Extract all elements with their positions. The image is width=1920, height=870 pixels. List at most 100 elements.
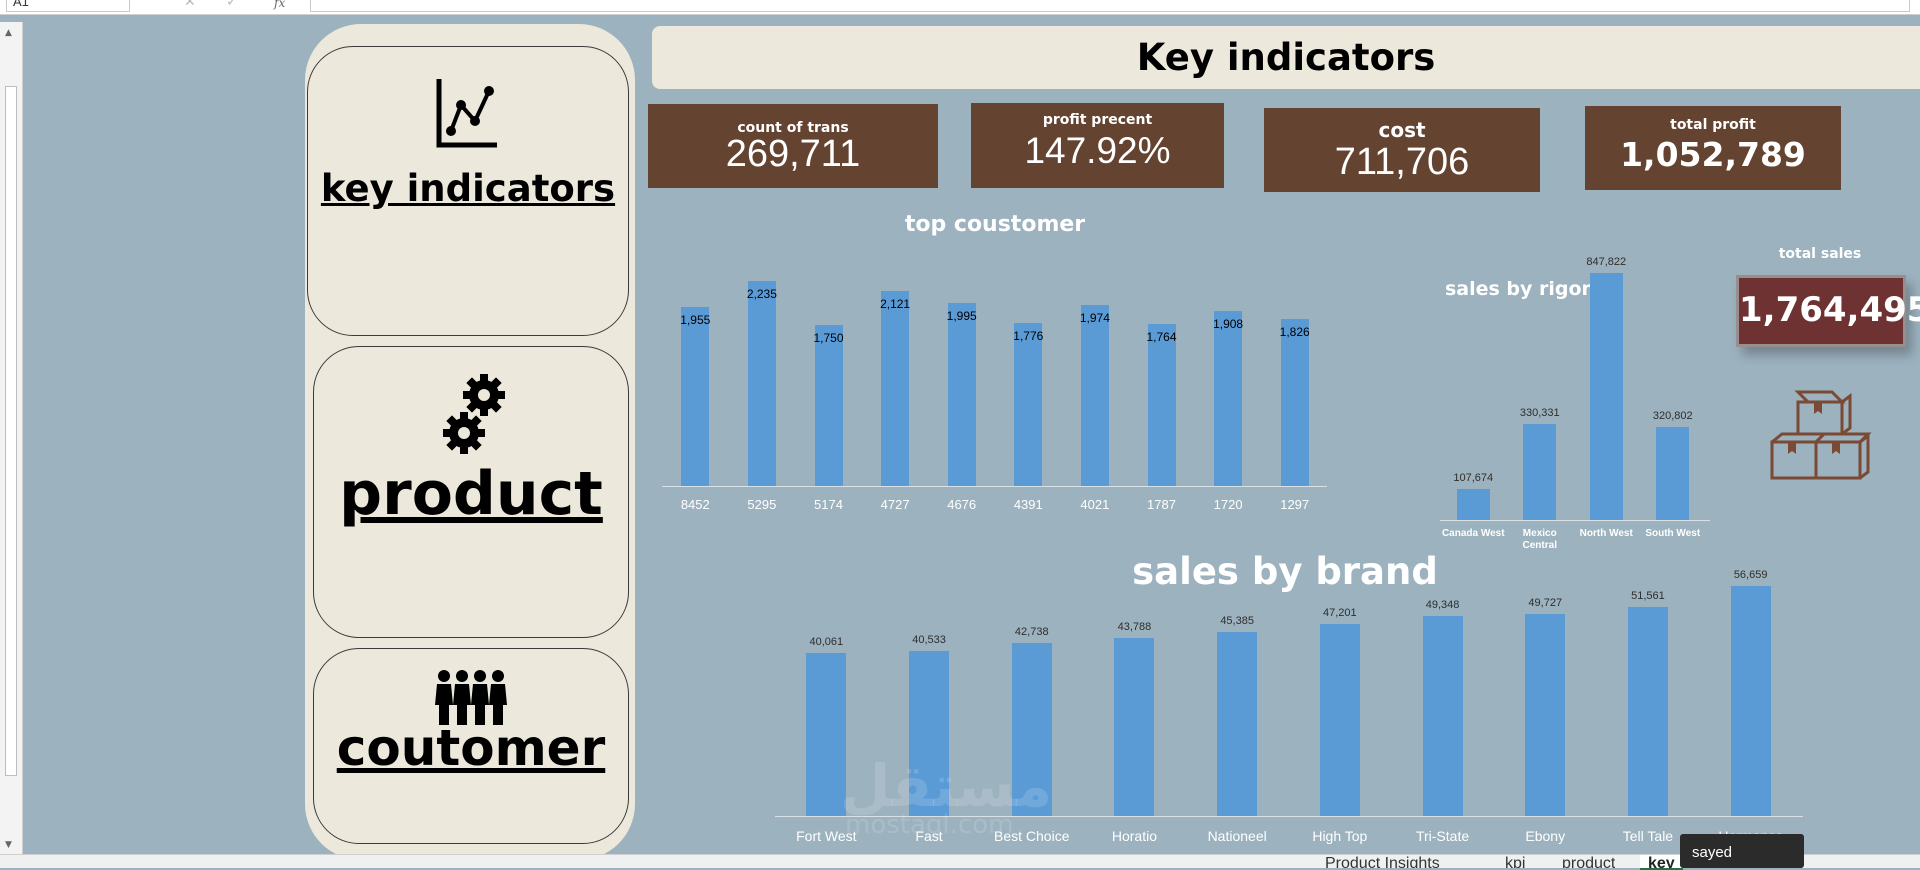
top-customer-data-label: 1,908 [1213, 317, 1244, 331]
people-icon [435, 670, 507, 725]
top-customer-bar [947, 303, 976, 486]
nav-card-customer[interactable]: coutomer [313, 648, 629, 844]
sales-by-region-data-label: 330,331 [1519, 407, 1560, 419]
confirm-icon[interactable]: ✓ [226, 0, 238, 10]
top-customer-bar [1080, 305, 1109, 486]
top-customer-category-label: 4727 [880, 497, 910, 512]
scrollbar-thumb[interactable] [5, 86, 17, 776]
top-customer-category-label: 8452 [680, 497, 710, 512]
chart-title-top-customer: top coustomer [904, 212, 1086, 237]
sales-by-brand-bar [806, 653, 847, 816]
line-chart-icon [436, 79, 497, 148]
sales-by-region-data-label: 847,822 [1586, 256, 1627, 268]
sales-by-brand-bar [1319, 624, 1360, 816]
kpi-value: 1,052,789 [1620, 135, 1806, 174]
tooltip: sayed [1680, 834, 1804, 868]
sales-by-brand-bar [909, 651, 950, 816]
sales-by-brand-data-label: 47,201 [1323, 607, 1357, 619]
top-customer-data-label: 1,750 [813, 331, 844, 345]
function-icon[interactable]: fx [274, 0, 286, 10]
watermark-logo: مستقل [840, 752, 1053, 820]
top-customer-category-label: 5174 [814, 497, 843, 512]
top-customer-axis-line [662, 486, 1327, 487]
sales-by-region-data-label: 107,674 [1453, 472, 1494, 484]
top-customer-bar [881, 291, 910, 486]
chart-title-sales-by-brand: sales by brand [1132, 550, 1438, 593]
total-sales-label: total sales [1778, 246, 1862, 262]
sales-by-brand-category-label: Fast [915, 828, 943, 844]
sales-by-brand-data-label: 49,727 [1528, 597, 1563, 609]
kpi-label: cost [1378, 118, 1426, 142]
sales-by-brand-data-label: 56,659 [1733, 569, 1768, 581]
sales-by-brand-category-label: High Top [1312, 828, 1368, 844]
navigation-panel: key indicators [305, 24, 635, 860]
top-customer-category-label: 4676 [947, 497, 977, 512]
sales-by-brand-bar [1217, 632, 1258, 816]
vertical-scrollbar[interactable]: ▲ ▼ [0, 22, 23, 854]
sales-by-brand-data-label: 45,385 [1220, 615, 1254, 627]
top-customer-category-label: 1720 [1213, 497, 1243, 512]
sales-by-brand-category-label: Ebony [1525, 828, 1566, 844]
top-customer-data-label: 2,235 [746, 287, 777, 301]
sales-by-brand-axis-line [775, 816, 1803, 817]
boxes-icon [1770, 390, 1872, 480]
sales-by-brand-bar [1011, 643, 1052, 816]
sales-by-brand-data-label: 51,561 [1631, 590, 1665, 602]
sales-by-brand-bar [1525, 614, 1566, 816]
sales-by-brand-bar [1114, 638, 1155, 816]
nav-label-customer: coutomer [336, 719, 606, 777]
sales-by-region-bar [1456, 489, 1490, 520]
kpi-label: profit precent [1042, 112, 1153, 128]
scroll-up-icon[interactable]: ▲ [5, 28, 12, 38]
sales-by-region-data-label: 320,802 [1652, 410, 1693, 422]
nav-card-product[interactable]: product [313, 346, 629, 638]
sales-by-region-category-label: South West [1645, 528, 1701, 539]
top-customer-bar [1214, 311, 1243, 486]
top-customer-bar [1147, 324, 1176, 486]
sheet-tab-kpi[interactable]: kpi [1505, 855, 1526, 868]
sales-by-region-bar [1656, 427, 1690, 520]
top-customer-data-label: 1,955 [680, 313, 711, 327]
sheet-tab-bar: Product Insights kpi product key [0, 854, 1920, 870]
chart-title-sales-by-region: sales by rigon [1444, 278, 1596, 300]
sales-by-region-category-label: Canada West [1441, 528, 1505, 539]
kpi-card-total-profit: total profit 1,052,789 [1585, 106, 1841, 190]
sales-by-brand-category-label: Tri-State [1415, 828, 1470, 844]
sales-by-brand-bar [1627, 607, 1668, 816]
sales-by-brand-data-label: 49,348 [1425, 599, 1460, 611]
kpi-card-profit-percent: profit precent 147.92% [971, 103, 1224, 188]
watermark-text: mostaql.com [845, 810, 1014, 840]
name-box[interactable]: A1 [6, 0, 130, 12]
sheet-tab-product-insights[interactable]: Product Insights [1325, 855, 1440, 868]
nav-card-key-indicators[interactable]: key indicators [307, 46, 629, 336]
sales-by-brand-bar [1422, 616, 1463, 816]
sales-by-brand-category-label: Tell Tale [1622, 828, 1674, 844]
sheet-tab-key[interactable]: key [1640, 855, 1683, 870]
formula-input[interactable] [310, 0, 1910, 12]
top-customer-data-label: 1,974 [1079, 311, 1110, 325]
kpi-value: 147.92% [1024, 130, 1171, 171]
sales-by-brand-category-label: Nationeel [1207, 828, 1267, 844]
top-customer-category-label: 4391 [1013, 497, 1043, 512]
sales-by-brand-bar [1730, 586, 1771, 816]
sales-by-brand-data-label: 40,061 [809, 636, 844, 648]
top-customer-category-label: 1297 [1280, 497, 1310, 512]
nav-label-product: product [339, 459, 603, 529]
top-customer-category-label: 1787 [1147, 497, 1176, 512]
sales-by-brand-data-label: 43,788 [1117, 621, 1152, 633]
scroll-down-icon[interactable]: ▼ [5, 840, 12, 850]
sales-by-brand-data-label: 42,738 [1014, 626, 1049, 638]
sales-by-brand-category-label: Best Choice [994, 828, 1070, 844]
sales-by-brand-category-label: Horatio [1111, 828, 1157, 844]
top-customer-category-label: 4021 [1080, 497, 1110, 512]
kpi-card-count-of-trans: count of trans 269,711 [648, 104, 938, 188]
top-customer-data-label: 1,826 [1279, 325, 1310, 339]
nav-label-key-indicators: key indicators [320, 167, 616, 210]
cancel-icon[interactable]: ✕ [184, 0, 196, 10]
top-customer-bar [1014, 323, 1043, 486]
top-customer-data-label: 1,995 [946, 309, 977, 323]
formula-bar: A1 ✕ ✓ fx [0, 0, 1920, 15]
top-customer-data-label: 2,121 [880, 297, 911, 311]
sheet-tab-product[interactable]: product [1562, 855, 1616, 868]
total-sales-card: 1,764,495 [1736, 275, 1920, 347]
